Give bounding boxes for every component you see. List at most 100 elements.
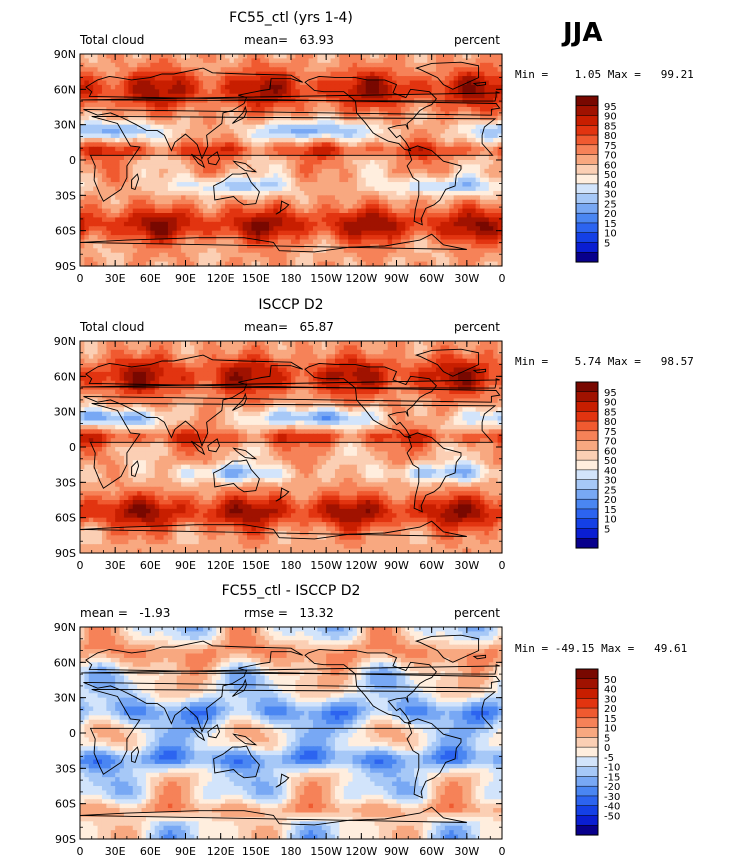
field-cell bbox=[295, 248, 301, 254]
field-cell bbox=[181, 67, 187, 73]
field-cell bbox=[216, 76, 222, 82]
field-cell bbox=[137, 248, 143, 254]
field-cell bbox=[348, 155, 354, 161]
field-cell bbox=[400, 248, 406, 254]
field-cell bbox=[88, 160, 94, 166]
field-cell bbox=[317, 226, 323, 232]
field-cell bbox=[106, 252, 112, 258]
field-cell bbox=[383, 177, 389, 183]
field-cell bbox=[352, 137, 358, 143]
field-cell bbox=[189, 129, 195, 135]
field-cell bbox=[101, 137, 107, 143]
field-cell bbox=[273, 111, 279, 117]
field-cell bbox=[88, 164, 94, 170]
field-cell bbox=[198, 230, 204, 236]
field-cell bbox=[264, 58, 270, 64]
field-cell bbox=[145, 177, 151, 183]
field-cell bbox=[198, 84, 204, 90]
field-cell bbox=[339, 182, 345, 188]
field-cell bbox=[449, 186, 455, 192]
field-cell bbox=[330, 164, 336, 170]
field-cell bbox=[132, 71, 138, 77]
field-cell bbox=[189, 217, 195, 223]
field-cell bbox=[418, 93, 424, 99]
field-cell bbox=[207, 84, 213, 90]
field-cell bbox=[326, 204, 332, 210]
field-cell bbox=[383, 84, 389, 90]
field-cell bbox=[304, 151, 310, 157]
field-cell bbox=[471, 177, 477, 183]
field-cell bbox=[286, 155, 292, 161]
field-cell bbox=[462, 151, 468, 157]
field-cell bbox=[119, 71, 125, 77]
field-cell bbox=[198, 80, 204, 86]
field-cell bbox=[119, 186, 125, 192]
field-cell bbox=[396, 155, 402, 161]
field-cell bbox=[431, 235, 437, 241]
field-cell bbox=[101, 151, 107, 157]
field-cell bbox=[396, 182, 402, 188]
field-cell bbox=[308, 217, 314, 223]
field-cell bbox=[106, 133, 112, 139]
field-cell bbox=[462, 89, 468, 95]
field-cell bbox=[277, 341, 283, 347]
field-cell bbox=[216, 62, 222, 68]
field-cell bbox=[387, 151, 393, 157]
field-cell bbox=[220, 168, 226, 174]
field-cell bbox=[339, 248, 345, 254]
field-cell bbox=[207, 71, 213, 77]
field-cell bbox=[409, 257, 415, 263]
field-cell bbox=[484, 213, 490, 219]
field-cell bbox=[189, 62, 195, 68]
field-cell bbox=[163, 160, 169, 166]
field-cell bbox=[493, 120, 499, 126]
field-cell bbox=[189, 204, 195, 210]
field-cell bbox=[167, 89, 173, 95]
field-cell bbox=[247, 252, 253, 258]
field-cell bbox=[233, 80, 239, 86]
field-cell bbox=[181, 235, 187, 241]
field-cell bbox=[203, 84, 209, 90]
field-cell bbox=[387, 173, 393, 179]
field-cell bbox=[119, 204, 125, 210]
field-cell bbox=[431, 186, 437, 192]
field-cell bbox=[128, 168, 134, 174]
field-cell bbox=[387, 204, 393, 210]
field-cell bbox=[400, 62, 406, 68]
field-cell bbox=[414, 341, 420, 347]
field-cell bbox=[123, 182, 129, 188]
field-cell bbox=[365, 137, 371, 143]
field-cell bbox=[101, 146, 107, 152]
field-cell bbox=[145, 124, 151, 130]
field-cell bbox=[365, 217, 371, 223]
field-cell bbox=[242, 89, 248, 95]
field-cell bbox=[378, 235, 384, 241]
field-cell bbox=[141, 261, 147, 267]
field-cell bbox=[339, 186, 345, 192]
field-cell bbox=[220, 177, 226, 183]
field-cell bbox=[163, 155, 169, 161]
field-cell bbox=[185, 129, 191, 135]
field-cell bbox=[260, 186, 266, 192]
field-cell bbox=[334, 221, 340, 227]
field-cell bbox=[176, 80, 182, 86]
field-cell bbox=[488, 226, 494, 232]
field-cell bbox=[203, 186, 209, 192]
field-cell bbox=[378, 58, 384, 64]
field-cell bbox=[405, 71, 411, 77]
field-cell bbox=[137, 124, 143, 130]
field-cell bbox=[119, 177, 125, 183]
field-cell bbox=[145, 221, 151, 227]
field-cell bbox=[414, 142, 420, 148]
field-cell bbox=[291, 168, 296, 174]
field-cell bbox=[466, 208, 472, 214]
field-cell bbox=[291, 204, 296, 210]
field-cell bbox=[405, 67, 411, 73]
field-cell bbox=[141, 341, 147, 347]
field-cell bbox=[137, 142, 143, 148]
field-cell bbox=[211, 54, 217, 60]
field-cell bbox=[233, 120, 239, 126]
field-cell bbox=[255, 235, 261, 241]
field-cell bbox=[326, 173, 332, 179]
field-cell bbox=[269, 341, 275, 347]
